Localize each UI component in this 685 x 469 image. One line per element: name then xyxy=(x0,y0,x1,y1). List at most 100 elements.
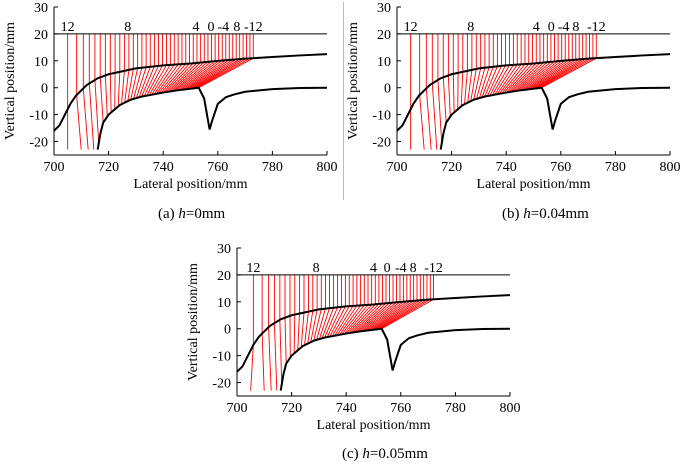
x-tick-label: 760 xyxy=(550,160,571,175)
contact-line xyxy=(124,33,130,103)
x-axis-title: Lateral position/mm xyxy=(134,177,248,192)
y-tick-label: 30 xyxy=(34,1,48,16)
contact-line xyxy=(273,274,278,391)
contact-line xyxy=(279,274,283,385)
contact-line xyxy=(431,33,438,150)
annotation-label: 4 xyxy=(192,20,199,35)
contact-line xyxy=(460,33,464,107)
x-axis-title: Lateral position/mm xyxy=(317,418,431,433)
y-tick-label: -10 xyxy=(29,109,48,124)
x-tick-label: 740 xyxy=(336,401,357,416)
annotation-label: 12 xyxy=(404,20,418,35)
annotation-label: 8 xyxy=(467,20,474,35)
annotation-label: 12 xyxy=(61,20,75,35)
y-tick-label: 10 xyxy=(34,55,48,70)
x-tick-label: 740 xyxy=(496,160,517,175)
y-tick-label: 0 xyxy=(41,82,48,97)
annotation-label: 12 xyxy=(246,261,260,276)
x-tick-label: 760 xyxy=(390,401,411,416)
y-tick-label: 0 xyxy=(384,82,391,97)
contact-line xyxy=(464,33,468,105)
plot-area xyxy=(54,33,327,150)
y-tick-label: -20 xyxy=(372,136,391,151)
annotation-label: 0 xyxy=(384,261,391,276)
x-tick-label: 720 xyxy=(281,401,302,416)
x-tick-label: 800 xyxy=(500,401,521,416)
x-tick-label: 780 xyxy=(262,160,283,175)
contact-line xyxy=(94,33,100,144)
y-tick-label: -20 xyxy=(29,136,48,151)
contact-line xyxy=(121,33,125,105)
plot-area xyxy=(397,33,670,150)
contact-line xyxy=(437,33,443,144)
contact-line xyxy=(250,274,254,391)
y-tick-label: 10 xyxy=(217,296,231,311)
annotation-label: -12 xyxy=(424,261,443,276)
contact-line xyxy=(300,274,305,348)
x-tick-label: 720 xyxy=(98,160,119,175)
contact-line xyxy=(467,33,473,103)
annotation-label: 8 xyxy=(410,261,417,276)
x-tick-label: 700 xyxy=(387,160,408,175)
y-axis-title: Vertical position/mm xyxy=(3,22,18,140)
y-tick-label: 20 xyxy=(377,28,391,43)
annotation-label: -12 xyxy=(244,20,263,35)
annotation-label: -12 xyxy=(587,20,606,35)
annotation-label: 8 xyxy=(313,261,320,276)
annotation-label: -4 xyxy=(395,261,407,276)
x-tick-label: 780 xyxy=(605,160,626,175)
wheel-profile xyxy=(54,53,327,132)
x-axis-title: Lateral position/mm xyxy=(477,177,591,192)
rail-profile xyxy=(439,86,670,150)
annotation-label: 0 xyxy=(207,20,214,35)
contact-line xyxy=(304,274,309,346)
x-tick-label: 760 xyxy=(207,160,228,175)
wheel-profile xyxy=(237,294,510,373)
panel-caption: (b) h=0.04mm xyxy=(502,206,589,222)
contact-line xyxy=(442,33,447,123)
annotation-label: -4 xyxy=(217,20,229,35)
y-tick-label: 20 xyxy=(34,28,48,43)
panel-caption: (c) h=0.05mm xyxy=(342,446,428,462)
contact-line xyxy=(321,274,335,339)
annotation-label: 0 xyxy=(548,20,555,35)
x-tick-label: 720 xyxy=(441,160,462,175)
contact-line xyxy=(82,33,89,150)
contact-line xyxy=(88,33,95,150)
plot-area xyxy=(237,274,510,391)
x-tick-label: 800 xyxy=(317,160,338,175)
contact-line xyxy=(130,33,139,100)
y-axis-title: Vertical position/mm xyxy=(346,22,361,140)
contact-line xyxy=(473,33,482,100)
annotation-label: 8 xyxy=(233,20,240,35)
y-tick-label: -10 xyxy=(372,109,391,124)
y-tick-label: 10 xyxy=(377,55,391,70)
x-tick-label: 740 xyxy=(153,160,174,175)
contact-line xyxy=(117,33,121,107)
y-tick-label: -20 xyxy=(212,377,231,392)
y-tick-label: 30 xyxy=(217,242,231,257)
rail-profile xyxy=(96,86,327,150)
y-tick-label: 0 xyxy=(224,323,231,338)
rail-profile xyxy=(279,327,510,391)
x-tick-label: 700 xyxy=(44,160,65,175)
contact-line xyxy=(425,33,432,150)
y-tick-label: 30 xyxy=(377,1,391,16)
x-tick-label: 780 xyxy=(445,401,466,416)
x-tick-label: 800 xyxy=(660,160,681,175)
x-tick-label: 700 xyxy=(227,401,248,416)
y-axis-title: Vertical position/mm xyxy=(186,263,201,381)
contact-line xyxy=(99,33,104,123)
annotation-label: 4 xyxy=(370,261,377,276)
wheel-profile xyxy=(397,53,670,132)
panel-caption: (a) h=0mm xyxy=(158,206,226,222)
contact-line xyxy=(284,274,287,364)
annotation-label: 8 xyxy=(124,20,131,35)
y-tick-label: 20 xyxy=(217,269,231,284)
y-tick-label: -10 xyxy=(212,350,231,365)
annotation-label: 4 xyxy=(533,20,540,35)
